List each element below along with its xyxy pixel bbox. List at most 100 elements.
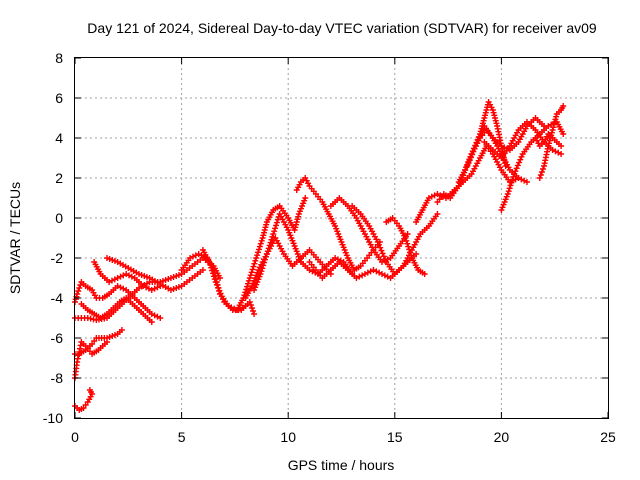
data-point — [258, 268, 265, 275]
data-point — [506, 185, 513, 192]
data-point — [251, 311, 258, 317]
data-point — [209, 270, 216, 277]
data-point — [379, 271, 386, 277]
data-point — [211, 276, 218, 283]
series-track-16 — [327, 195, 411, 265]
data-point — [255, 249, 262, 256]
data-point — [255, 246, 262, 253]
data-point — [257, 271, 264, 277]
data-point — [555, 149, 562, 156]
series-track-3 — [72, 327, 125, 357]
data-point — [117, 284, 124, 291]
data-point — [402, 235, 409, 241]
data-series — [72, 99, 567, 413]
data-point — [217, 290, 224, 297]
data-point — [537, 172, 544, 178]
y-tick-label: -8 — [51, 370, 64, 386]
data-point — [538, 169, 545, 175]
x-tick-label: 0 — [71, 429, 79, 445]
data-point — [145, 285, 152, 292]
data-point — [405, 243, 412, 250]
data-point — [504, 191, 511, 197]
data-point — [148, 319, 155, 325]
data-point — [476, 134, 483, 141]
data-point — [126, 272, 133, 279]
data-point — [216, 275, 223, 281]
data-point — [218, 293, 225, 300]
data-point — [465, 160, 472, 167]
data-point — [257, 240, 264, 247]
data-point — [254, 252, 261, 259]
data-point — [518, 153, 525, 160]
data-point — [208, 264, 215, 271]
data-point — [251, 260, 258, 267]
data-point — [512, 168, 519, 175]
data-point — [242, 289, 249, 296]
series-track-6 — [78, 295, 155, 325]
data-point — [552, 148, 559, 155]
data-point — [247, 272, 254, 279]
data-point — [377, 244, 384, 251]
data-point — [151, 285, 158, 292]
data-point — [192, 252, 199, 259]
series-track-8 — [91, 259, 164, 293]
data-point — [406, 246, 413, 253]
series-track-13 — [242, 235, 334, 301]
data-point — [108, 277, 115, 284]
data-point — [302, 195, 309, 201]
data-point — [74, 355, 81, 362]
data-point — [213, 281, 220, 288]
data-point — [195, 251, 202, 257]
chart-title: Day 121 of 2024, Sidereal Day-to-day VTE… — [87, 20, 597, 36]
data-point — [76, 285, 83, 291]
data-point — [151, 312, 158, 319]
data-point — [560, 103, 567, 109]
y-tick-label: -10 — [43, 410, 63, 426]
data-point — [212, 279, 219, 285]
data-point — [209, 267, 216, 274]
data-point — [271, 228, 278, 235]
x-tick-label: 10 — [280, 429, 296, 445]
data-point — [216, 287, 223, 294]
data-point — [508, 179, 515, 186]
data-point — [148, 287, 155, 293]
data-point — [521, 177, 528, 184]
data-point — [378, 247, 385, 254]
y-tick-label: -2 — [51, 250, 64, 266]
data-point — [470, 148, 477, 155]
data-point — [376, 269, 383, 276]
y-tick-label: 4 — [55, 130, 63, 146]
data-point — [272, 225, 279, 232]
data-point — [210, 273, 217, 280]
data-point — [404, 240, 411, 247]
data-point — [475, 137, 482, 144]
data-point — [356, 273, 363, 280]
data-point — [77, 282, 84, 288]
data-point — [539, 166, 546, 172]
data-point — [199, 267, 206, 273]
data-point — [380, 253, 387, 260]
data-point — [249, 266, 256, 273]
data-point — [270, 231, 277, 237]
x-axis-label: GPS time / hours — [288, 457, 395, 473]
data-point — [120, 285, 127, 292]
series-track-26 — [532, 131, 565, 149]
data-point — [421, 271, 428, 277]
y-tick-label: 8 — [55, 50, 63, 66]
data-point — [258, 237, 265, 244]
series-track-7 — [103, 255, 206, 293]
data-point — [247, 302, 254, 308]
data-point — [558, 143, 565, 149]
data-point — [243, 286, 250, 293]
y-tick-label: -6 — [51, 330, 64, 346]
data-point — [117, 273, 124, 280]
data-point — [374, 239, 381, 245]
data-point — [464, 163, 471, 169]
data-point — [154, 284, 161, 291]
data-point — [518, 176, 525, 183]
y-tick-label: -4 — [51, 290, 64, 306]
data-point — [246, 299, 253, 305]
data-point — [373, 268, 380, 275]
x-tick-label: 25 — [600, 429, 616, 445]
